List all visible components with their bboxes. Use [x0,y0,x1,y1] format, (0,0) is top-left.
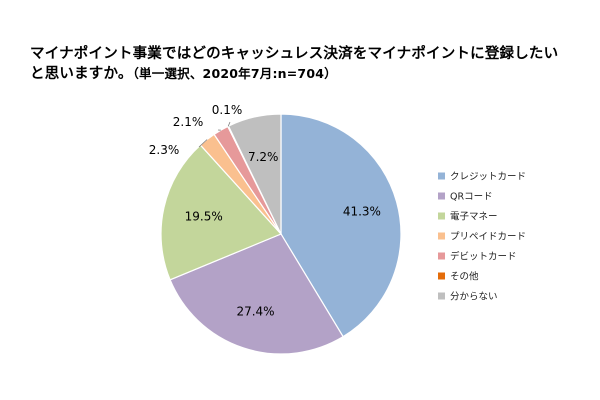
pie-slice-3 [160,144,283,281]
legend-label-3: 電子マネー [450,212,498,223]
chart-subtitle: （単一選択、2020年7月:n=704） [132,66,337,81]
data-label-5: 2.1% [173,115,204,129]
data-label-2: 27.4% [236,305,274,319]
legend-swatch-4 [438,232,445,240]
chart-title-line-2: と思いますか。（単一選択、2020年7月:n=704） [30,62,337,83]
legend-label-6: その他 [450,271,479,283]
legend-swatch-2 [438,192,445,200]
data-label-7: 7.2% [248,150,279,164]
pie-slice-1 [280,113,402,338]
legend-swatch-3 [438,212,445,220]
chart-title-line-2-text: と思いますか。 [30,66,133,82]
pie-slice-2 [169,233,344,355]
leader-line-6 [227,121,231,127]
legend-label-4: プリペイドカード [450,232,526,243]
legend-label-7: 分からない [450,292,498,303]
legend-label-1: クレジットカード [450,172,526,183]
legend-swatch-5 [438,252,445,260]
legend-swatch-1 [438,172,445,180]
chart-title-line-1: マイナポイント事業ではどのキャッシュレス決済をマイナポイントに登録したい [30,46,559,62]
legend-swatch-7 [438,292,445,300]
data-label-4: 2.3% [149,143,180,157]
data-label-6: 0.1% [212,103,243,117]
leader-line-4 [198,139,208,148]
legend-label-5: デビットカード [450,251,517,263]
legend-label-2: QRコード [450,192,493,203]
data-label-1: 41.3% [343,204,381,218]
data-label-3: 19.5% [185,210,223,224]
legend-swatch-6 [438,272,445,280]
